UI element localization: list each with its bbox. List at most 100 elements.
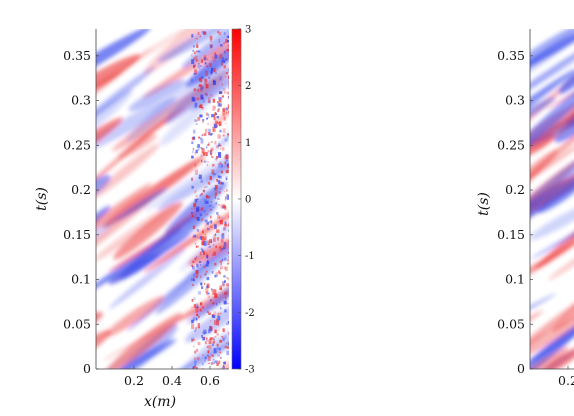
field-speckle xyxy=(208,312,211,315)
colorbar-tick-label: 2 xyxy=(245,81,251,92)
field-speckle xyxy=(223,246,226,249)
field-speckle xyxy=(216,320,220,326)
field-speckle xyxy=(225,342,228,345)
field-streak xyxy=(155,227,229,315)
field-speckle xyxy=(216,350,219,353)
field-speckle xyxy=(205,84,209,89)
field-speckle xyxy=(227,104,229,110)
field-speckle xyxy=(227,321,229,324)
field-speckle xyxy=(218,191,221,194)
field-speckle xyxy=(197,198,199,201)
field-speckle xyxy=(207,97,211,102)
field-speckle xyxy=(206,255,209,259)
field-speckle xyxy=(206,164,209,167)
field-speckle xyxy=(210,152,213,156)
field-speckle xyxy=(209,152,212,154)
field-speckle xyxy=(207,181,211,185)
field-speckle xyxy=(225,154,228,157)
field-speckle xyxy=(196,313,199,317)
field-speckle xyxy=(209,44,213,49)
field-speckle xyxy=(228,259,229,262)
y-tick-label-right: 0.25 xyxy=(497,137,525,152)
field-speckle xyxy=(205,331,207,334)
field-speckle xyxy=(200,192,203,196)
field-speckle xyxy=(194,190,197,194)
x-axis-label-left: x(m) xyxy=(144,394,176,410)
field-speckle xyxy=(214,106,216,109)
field-speckle xyxy=(203,336,206,339)
field-speckle xyxy=(223,361,226,365)
field-speckle xyxy=(193,51,196,54)
field-speckle xyxy=(206,65,209,68)
field-speckle xyxy=(202,119,205,121)
field-speckle xyxy=(191,54,193,57)
field-speckle xyxy=(225,159,228,162)
y-tick-label-right: 0.1 xyxy=(505,272,525,287)
field-speckle xyxy=(197,237,200,239)
field-speckle xyxy=(223,205,226,209)
field-speckle xyxy=(202,236,206,242)
field-speckle xyxy=(194,169,198,175)
field-speckle xyxy=(218,98,222,103)
field-speckle xyxy=(205,287,209,293)
field-speckle xyxy=(201,238,205,244)
field-speckle xyxy=(208,76,211,79)
field-speckle xyxy=(222,365,225,367)
field-speckle xyxy=(210,362,213,365)
field-speckle xyxy=(228,229,229,232)
field-speckle xyxy=(219,287,222,291)
field-streak xyxy=(105,295,165,337)
field-speckle xyxy=(220,260,223,263)
field-speckle xyxy=(208,245,211,248)
field-speckle xyxy=(201,334,204,338)
field-speckle xyxy=(196,42,198,44)
field-speckle xyxy=(198,62,200,65)
field-speckle xyxy=(192,150,194,154)
field-speckle xyxy=(200,302,202,306)
field-speckle xyxy=(208,362,210,365)
field-speckle xyxy=(194,70,198,75)
field-speckle xyxy=(204,341,207,345)
field-speckle xyxy=(227,35,229,39)
field-speckle xyxy=(194,55,198,61)
field-speckle xyxy=(200,218,204,222)
field-speckle xyxy=(193,57,196,60)
field-speckle xyxy=(221,95,225,98)
field-speckle xyxy=(201,362,204,366)
field-speckle xyxy=(204,128,208,134)
y-tick-label-left: 0.05 xyxy=(63,316,91,331)
field-speckle xyxy=(197,323,201,328)
field-speckle xyxy=(218,121,222,127)
y-tick-label-right: 0.3 xyxy=(505,93,525,108)
field-speckle xyxy=(200,179,204,183)
field-speckle xyxy=(215,202,218,205)
field-speckle xyxy=(208,325,211,329)
field-speckle xyxy=(223,32,226,35)
field-speckle xyxy=(218,108,220,111)
field-speckle xyxy=(196,146,198,148)
field-speckle xyxy=(204,233,207,236)
field-streak xyxy=(119,202,218,280)
field-speckle xyxy=(212,81,216,86)
field-streak xyxy=(96,205,111,248)
field-speckle xyxy=(223,42,225,45)
field-speckle xyxy=(222,203,225,206)
field-speckle xyxy=(227,259,229,262)
field-speckle xyxy=(220,59,223,63)
field-speckle xyxy=(206,291,208,295)
field-speckle xyxy=(221,182,224,185)
field-speckle xyxy=(217,270,221,273)
field-streak xyxy=(530,68,574,154)
field-speckle xyxy=(212,243,215,246)
field-speckle xyxy=(198,261,202,264)
field-streak xyxy=(159,101,209,146)
y-tick-label-right: 0 xyxy=(517,361,525,376)
field-speckle xyxy=(212,340,216,344)
field-speckle xyxy=(211,271,214,274)
field-speckle xyxy=(206,94,208,96)
field-speckle xyxy=(206,195,210,199)
field-speckle xyxy=(201,368,204,369)
field-speckle xyxy=(222,112,225,116)
field-speckle xyxy=(223,242,227,246)
field-speckle xyxy=(212,237,216,242)
